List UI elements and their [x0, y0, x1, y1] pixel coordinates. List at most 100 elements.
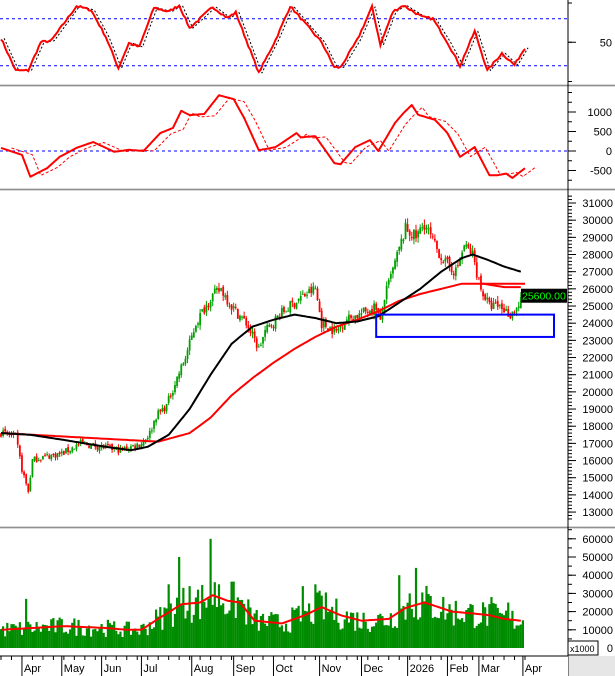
candle-body	[444, 258, 447, 262]
panel-0-background	[0, 0, 568, 83]
candle-body	[501, 303, 503, 310]
volume-bar	[184, 618, 187, 648]
candle-body	[429, 227, 432, 235]
candle-body	[308, 289, 311, 294]
candle-body	[324, 319, 327, 327]
volume-bar	[312, 623, 315, 648]
ma-black-line	[0, 253, 522, 452]
volume-bar	[46, 625, 49, 648]
candle-body	[348, 314, 350, 322]
candle-body	[266, 325, 269, 332]
candle-body	[358, 313, 361, 320]
volume-bar	[507, 602, 510, 648]
stoch-k-line	[0, 2, 526, 74]
volume-bar	[41, 624, 45, 648]
volume-bar	[217, 584, 221, 648]
volume-bar	[446, 613, 449, 648]
x-axis-label: Apr	[24, 663, 41, 675]
candle-body	[132, 445, 134, 447]
candle-body	[245, 317, 248, 326]
candle-body	[362, 307, 365, 312]
candle-body	[438, 249, 440, 259]
volume-bar	[442, 596, 445, 648]
axis-tick-label: 30000	[582, 588, 613, 600]
volume-bar	[496, 607, 499, 648]
volume-bar	[387, 625, 390, 648]
volume-bar	[56, 620, 59, 648]
candle-body	[482, 291, 484, 297]
candle-body	[69, 450, 72, 453]
candle-body	[465, 244, 468, 247]
volume-bar	[146, 635, 149, 648]
candle-body	[318, 301, 321, 312]
volume-bar	[209, 538, 212, 648]
volume-bar	[410, 608, 413, 648]
volume-bar	[471, 605, 474, 648]
candle-body	[23, 471, 25, 476]
volume-bar	[18, 622, 21, 648]
volume-bar	[287, 631, 290, 648]
candle-body	[366, 311, 369, 314]
volume-bar	[117, 634, 120, 648]
volume-bar	[259, 615, 263, 648]
candle-body	[442, 262, 445, 264]
axis-tick-label: 19000	[582, 404, 613, 416]
volume-bar	[71, 622, 74, 648]
support-zone-box	[375, 313, 555, 338]
volume-bar	[205, 607, 208, 648]
volume-bar	[362, 612, 365, 648]
volume-bar	[39, 631, 42, 648]
candle-body	[404, 222, 407, 240]
volume-bar	[370, 626, 374, 648]
volume-bar	[58, 617, 61, 648]
x-axis-label: Oct	[275, 663, 292, 675]
candle-body	[402, 239, 405, 242]
ma-red-line	[0, 282, 521, 443]
volume-ma-line	[0, 594, 521, 631]
candle-body	[151, 430, 153, 432]
candle-body	[42, 456, 44, 460]
candle-body	[291, 300, 294, 303]
candle-body	[331, 326, 334, 334]
axis-tick-label: 27000	[582, 267, 613, 279]
candle-body	[356, 314, 359, 319]
candle-body	[205, 304, 208, 312]
candle-body	[159, 409, 162, 412]
volume-bar	[257, 630, 260, 648]
candle-body	[517, 306, 520, 309]
axis-tick-label: 14000	[582, 490, 613, 502]
candle-body	[142, 441, 145, 446]
volume-bar	[155, 609, 158, 648]
candle-body	[421, 227, 424, 229]
volume-bar	[450, 609, 453, 648]
candle-body	[427, 228, 430, 230]
candle-body	[371, 309, 373, 313]
candle-body	[509, 315, 512, 319]
candle-body	[257, 346, 260, 348]
candle-body	[415, 230, 417, 239]
volume-bar	[96, 631, 99, 648]
stoch-d-line	[3, 4, 529, 74]
candle-body	[364, 307, 367, 312]
volume-bar	[423, 601, 426, 648]
candle-body	[513, 312, 516, 314]
candle-body	[88, 445, 90, 448]
volume-bar	[345, 611, 348, 648]
candle-body	[287, 310, 290, 312]
candle-body	[249, 329, 252, 333]
volume-bar	[282, 631, 286, 648]
candle-body	[285, 311, 287, 313]
volume-bar	[1, 626, 5, 648]
volume-bar	[502, 615, 506, 648]
volume-bar	[171, 626, 174, 648]
volume-unit-box	[567, 640, 599, 656]
volume-bar	[255, 609, 258, 648]
x-axis-background	[0, 656, 568, 676]
candle-body	[463, 245, 466, 251]
volume-bar	[69, 629, 72, 648]
volume-bar	[238, 600, 242, 648]
volume-bar	[505, 610, 508, 648]
volume-bar	[521, 620, 525, 648]
candle-body	[92, 443, 95, 445]
candle-body	[392, 267, 394, 274]
